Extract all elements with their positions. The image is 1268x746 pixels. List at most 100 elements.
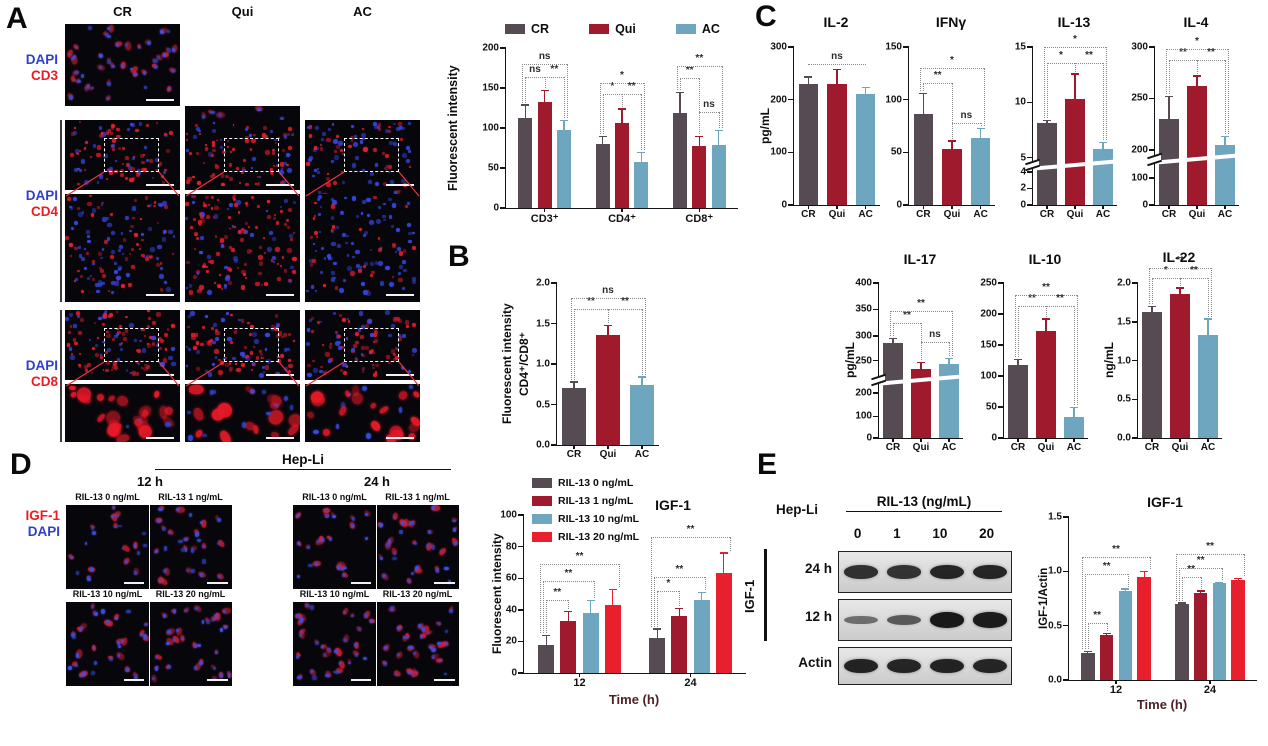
fluorescence-dot bbox=[352, 344, 357, 349]
y-tick bbox=[1149, 46, 1155, 48]
fluorescence-dot bbox=[243, 168, 247, 172]
fluorescence-dot bbox=[288, 233, 294, 238]
axis-break bbox=[1148, 155, 1161, 164]
fluorescence-dot bbox=[306, 161, 311, 166]
fluorescence-dot bbox=[228, 227, 231, 230]
y-tick-label: 1.5 bbox=[1117, 316, 1131, 328]
bar bbox=[1187, 86, 1207, 205]
fluorescence-dot bbox=[192, 134, 197, 139]
sig-bracket-stub bbox=[543, 580, 545, 634]
fluorescence-dot bbox=[101, 274, 106, 279]
x-tick-label: 24 bbox=[684, 677, 697, 689]
fluorescence-dot bbox=[373, 328, 378, 333]
cell-label: RIL-13 1 ng/mL bbox=[385, 492, 450, 502]
fluorescence-dot bbox=[283, 348, 287, 352]
fluorescence-dot bbox=[377, 261, 383, 267]
fluorescence-dot bbox=[228, 362, 232, 365]
fluorescence-dot bbox=[155, 656, 159, 660]
sig-bracket bbox=[890, 310, 952, 312]
fluorescence-dot bbox=[163, 54, 166, 58]
fluorescence-dot bbox=[69, 325, 73, 329]
fluorescence-dot bbox=[99, 354, 102, 357]
fluorescence-dot bbox=[360, 266, 363, 269]
sig-bracket-stub bbox=[1197, 59, 1198, 74]
fluorescence-dot bbox=[171, 361, 176, 367]
fluorescence-dot bbox=[193, 275, 197, 280]
fluorescence-dot bbox=[246, 126, 250, 130]
y-tick bbox=[518, 577, 524, 579]
fluorescence-dot bbox=[215, 139, 218, 142]
x-tick bbox=[1196, 205, 1198, 209]
x-tick-label: Qui bbox=[943, 209, 961, 220]
fluorescence-dot bbox=[244, 345, 248, 349]
fluorescence-dot bbox=[69, 385, 77, 391]
fluorescence-dot bbox=[107, 315, 111, 319]
error-bar-cap bbox=[1196, 590, 1205, 592]
sig-bracket bbox=[1178, 567, 1223, 569]
fluorescence-dot bbox=[132, 217, 135, 220]
fluorescence-dot bbox=[141, 348, 146, 353]
fluorescence-dot bbox=[325, 176, 331, 182]
sig-bracket-stub bbox=[622, 94, 623, 107]
fluorescence-dot bbox=[372, 341, 375, 344]
fluorescence-dot bbox=[365, 290, 371, 296]
x-tick bbox=[807, 205, 810, 209]
sig-bracket-stub bbox=[654, 576, 656, 627]
fluorescence-dot bbox=[141, 160, 145, 164]
bar bbox=[557, 130, 571, 208]
fluorescence-dot bbox=[214, 164, 219, 169]
y-tick-label: 100 bbox=[980, 370, 997, 382]
fluorescence-dot bbox=[425, 544, 430, 548]
y-tick-label: 100 bbox=[770, 146, 787, 158]
fluorescence-dot bbox=[205, 195, 209, 200]
x-tick bbox=[689, 673, 692, 677]
fluorescence-dot bbox=[334, 155, 339, 160]
fluorescence-dot bbox=[388, 197, 392, 202]
fluorescence-dot bbox=[365, 536, 369, 540]
fluorescence-dot bbox=[250, 166, 254, 170]
fluorescence-dot bbox=[143, 636, 148, 640]
error-bar-cap bbox=[1121, 588, 1130, 590]
fluorescence-dot bbox=[326, 138, 331, 143]
y-tick bbox=[903, 46, 909, 48]
fluorescence-dot bbox=[175, 629, 180, 633]
fluorescence-dot bbox=[421, 626, 425, 631]
fluorescence-dot bbox=[187, 434, 194, 441]
fluorescence-dot bbox=[219, 146, 223, 150]
fluorescence-dot bbox=[69, 205, 72, 209]
fluorescence-dot bbox=[120, 348, 123, 351]
fluorescence-dot bbox=[390, 605, 395, 609]
fluorescence-dot bbox=[327, 255, 332, 260]
fluorescence-dot bbox=[430, 545, 435, 550]
fluorescence-dot bbox=[208, 152, 213, 157]
fluorescence-dot bbox=[190, 548, 194, 553]
fluorescence-dot bbox=[398, 272, 402, 276]
fluorescence-dot bbox=[409, 521, 414, 525]
sig-label: ** bbox=[1179, 46, 1187, 58]
fluorescence-dot bbox=[370, 248, 373, 251]
fluorescence-dot bbox=[83, 248, 87, 251]
fluorescence-dot bbox=[120, 64, 125, 68]
fluorescence-dot bbox=[142, 153, 146, 157]
sig-bracket-stub bbox=[522, 64, 524, 103]
micrograph-cd4-qui-overview bbox=[185, 120, 300, 190]
x-tick bbox=[948, 438, 950, 442]
fluorescence-dot bbox=[385, 543, 390, 547]
zoom-region-box bbox=[104, 138, 159, 173]
fluorescence-dot bbox=[357, 328, 362, 333]
fluorescence-dot bbox=[228, 246, 233, 250]
fluorescence-dot bbox=[266, 215, 272, 220]
y-tick bbox=[500, 47, 506, 49]
fluorescence-dot bbox=[408, 239, 412, 244]
fluorescence-dot bbox=[100, 132, 104, 135]
fluorescence-dot bbox=[265, 282, 268, 286]
fluorescence-dot bbox=[393, 515, 396, 520]
sig-label: ** bbox=[1056, 293, 1064, 305]
fluorescence-dot bbox=[83, 147, 87, 150]
fluorescence-dot bbox=[312, 359, 315, 363]
fluorescence-dot bbox=[162, 230, 167, 234]
fluorescence-dot bbox=[342, 362, 347, 368]
fluorescence-dot bbox=[306, 289, 309, 293]
chart-il2: 0 100 200 300 CR Qui AC ns bbox=[770, 42, 880, 220]
fluorescence-dot bbox=[75, 310, 80, 315]
